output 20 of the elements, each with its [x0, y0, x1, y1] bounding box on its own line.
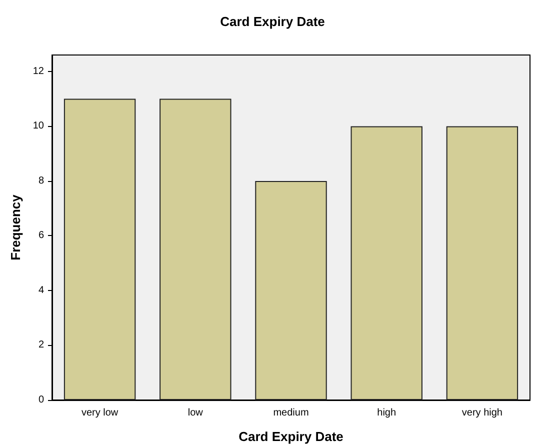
bar	[350, 126, 422, 400]
y-tick-label: 10	[32, 120, 44, 132]
chart-title: Card Expiry Date	[220, 14, 325, 29]
bar	[255, 180, 327, 400]
x-tick-label: low	[188, 408, 204, 418]
bar	[64, 98, 136, 400]
x-tick-label: very high	[462, 408, 502, 418]
y-axis-title: Frequency	[8, 194, 23, 260]
y-tick-label: 8	[38, 175, 44, 186]
y-tick-label: 4	[38, 284, 44, 296]
y-tick-label: 6	[38, 230, 44, 242]
x-axis-title: Card Expiry Date	[238, 429, 344, 444]
y-tick-label: 12	[32, 66, 44, 77]
x-tick-label: medium	[273, 408, 309, 418]
bar	[160, 98, 232, 400]
bar	[446, 126, 518, 400]
y-tick-label: 2	[38, 340, 44, 351]
y-tick-label: 0	[38, 394, 44, 406]
x-tick-label: very low	[81, 408, 119, 418]
x-tick-label: high	[377, 408, 396, 418]
